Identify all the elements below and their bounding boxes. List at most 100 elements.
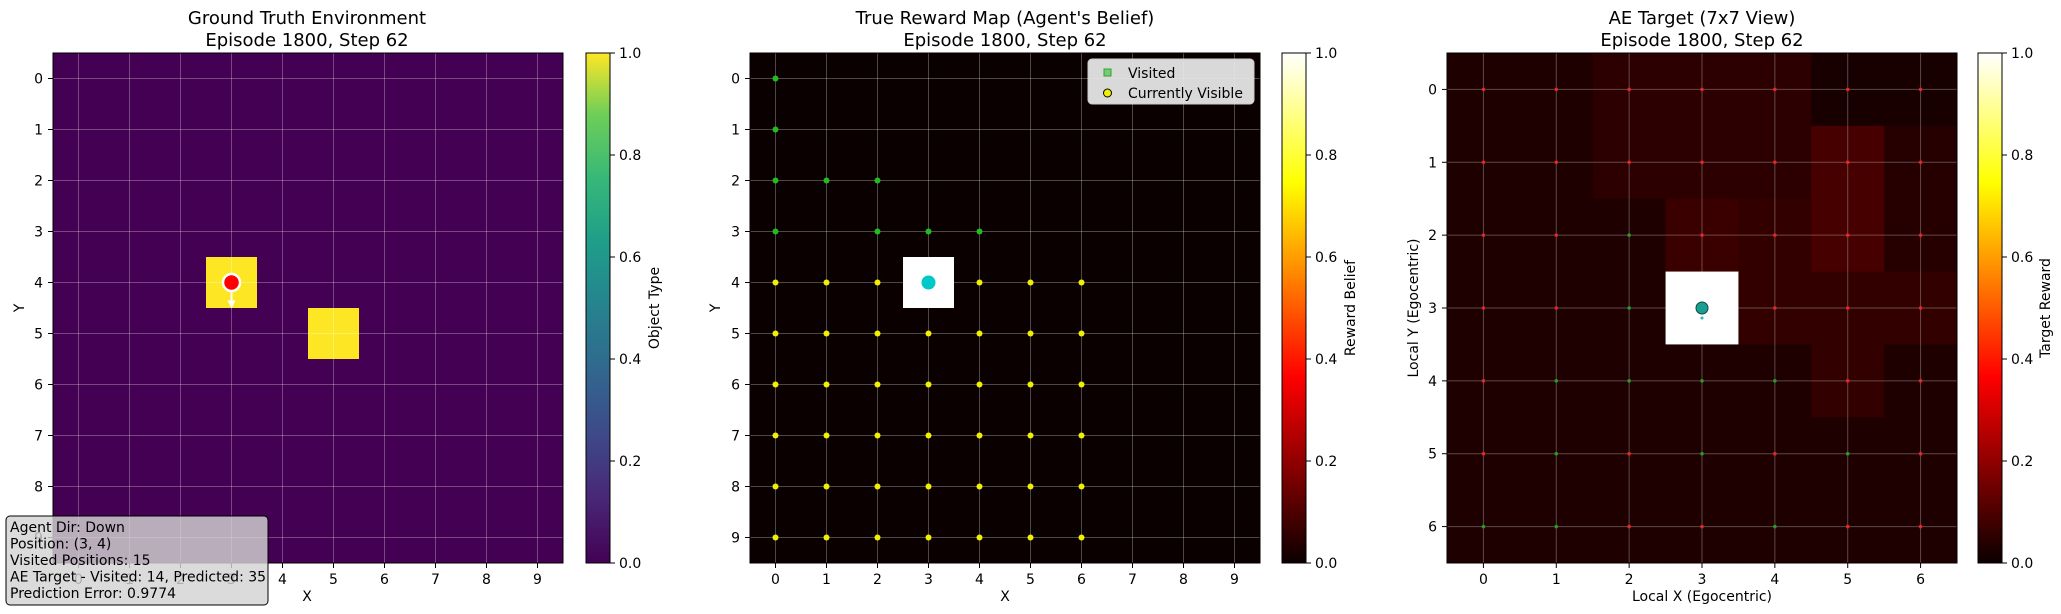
y-tick-label: 5	[731, 327, 740, 343]
view-point	[1845, 306, 1850, 310]
view-point	[1700, 87, 1704, 92]
plot-frame	[52, 52, 564, 564]
colorbar-tick-label: 0.0	[1315, 556, 1337, 572]
panel1-ylabel: Y	[12, 303, 28, 313]
panel2-xlabel: X	[1000, 589, 1010, 605]
x-tick-label: 4	[975, 572, 984, 588]
y-tick-label: 3	[34, 225, 43, 241]
view-point	[1481, 524, 1486, 529]
info-line: Prediction Error: 0.9774	[10, 586, 176, 602]
visible-point	[925, 432, 932, 439]
view-point	[1845, 379, 1850, 383]
agent-direction-arrowhead	[227, 300, 236, 309]
view-point	[1700, 379, 1704, 383]
visible-point	[1078, 432, 1085, 439]
panel2-title: True Reward Map (Agent's Belief)	[855, 8, 1155, 29]
y-tick-label: 4	[34, 276, 43, 292]
visible-point	[976, 381, 983, 388]
colorbar-gradient	[585, 52, 611, 564]
colorbar-tick-label: 0.2	[619, 454, 641, 470]
object-cell	[308, 308, 359, 359]
legend-visible-marker	[1103, 88, 1112, 98]
y-tick-label: 2	[34, 174, 43, 190]
colorbar-tick-label: 0.0	[619, 556, 641, 572]
visible-point	[1078, 279, 1085, 286]
visible-point	[874, 432, 881, 439]
view-point	[1918, 379, 1923, 383]
visible-point	[874, 381, 881, 388]
visible-point	[823, 381, 830, 388]
view-point	[1845, 233, 1850, 237]
colorbar-tick-label: 0.4	[2011, 352, 2033, 368]
colorbar-gradient	[1977, 52, 2003, 564]
visible-point	[1027, 330, 1034, 337]
x-tick-label: 4	[1770, 572, 1779, 588]
view-point	[1700, 233, 1704, 237]
view-point	[1773, 233, 1777, 237]
visible-point	[823, 432, 830, 439]
info-line: AE Target - Visited: 14, Predicted: 35	[10, 570, 266, 586]
view-point	[1627, 87, 1631, 92]
agent-direction-dot	[1700, 316, 1704, 320]
view-point	[1481, 379, 1486, 383]
colorbar-gradient	[1281, 52, 1307, 564]
panel3-xlabel: Local X (Egocentric)	[1632, 589, 1772, 605]
visited-point	[772, 177, 779, 184]
view-point	[1845, 160, 1850, 165]
view-point	[1700, 524, 1704, 529]
x-tick-label: 9	[1230, 572, 1239, 588]
visible-point	[925, 381, 932, 388]
y-tick-label: 3	[1428, 301, 1437, 317]
view-point	[1700, 160, 1704, 165]
panel3-ylabel: Local Y (Egocentric)	[1406, 239, 1422, 378]
view-point	[1918, 87, 1923, 92]
colorbar-tick-label: 0.4	[1315, 352, 1337, 368]
agent-marker	[221, 272, 242, 293]
panel3-subtitle: Episode 1800, Step 62	[1600, 30, 1803, 51]
visited-point	[874, 228, 881, 235]
y-tick-label: 1	[1428, 155, 1437, 171]
visible-point	[1078, 483, 1085, 490]
y-tick-label: 1	[34, 123, 43, 139]
y-tick-label: 7	[731, 429, 740, 445]
visible-point	[874, 330, 881, 337]
y-tick-label: 6	[1428, 520, 1437, 536]
view-point	[1773, 379, 1777, 383]
y-tick-label: 5	[34, 327, 43, 343]
panel3-plot-area: 0 1 2 3 4 5 6 0 1 2 3 4 5 6	[1428, 52, 1958, 588]
view-point	[1700, 451, 1704, 456]
legend-box	[1087, 58, 1255, 105]
panel-ae-target: AE Target (7x7 View) Episode 1800, Step …	[1406, 8, 2054, 605]
visited-point	[772, 228, 779, 235]
y-tick-label: 1	[731, 123, 740, 139]
info-line: Agent Dir: Down	[10, 520, 125, 536]
visible-point	[823, 483, 830, 490]
visible-point	[874, 534, 881, 541]
visible-point	[1027, 381, 1034, 388]
legend-visited-label: Visited	[1128, 66, 1175, 82]
view-point	[1554, 379, 1559, 383]
colorbar-tick-label: 0.8	[1315, 148, 1337, 164]
x-tick-label: 6	[1916, 572, 1925, 588]
x-tick-label: 2	[1625, 572, 1634, 588]
view-point	[1627, 306, 1631, 310]
visible-point	[1078, 330, 1085, 337]
agent-marker	[1695, 301, 1709, 315]
panel1-subtitle: Episode 1800, Step 62	[205, 30, 408, 51]
visible-point	[976, 483, 983, 490]
y-tick-label: 8	[34, 480, 43, 496]
visible-point	[925, 534, 932, 541]
view-point	[1627, 233, 1631, 237]
y-tick-label: 0	[731, 72, 740, 88]
view-point	[1554, 451, 1559, 456]
view-point	[1481, 233, 1486, 237]
panel1-title: Ground Truth Environment	[188, 8, 426, 29]
colorbar-tick-label: 0.6	[619, 250, 641, 266]
x-tick-label: 9	[533, 572, 542, 588]
y-tick-label: 6	[731, 378, 740, 394]
visited-point	[976, 228, 983, 235]
visible-point	[925, 483, 932, 490]
view-point	[1481, 160, 1486, 165]
x-tick-label: 1	[822, 572, 831, 588]
